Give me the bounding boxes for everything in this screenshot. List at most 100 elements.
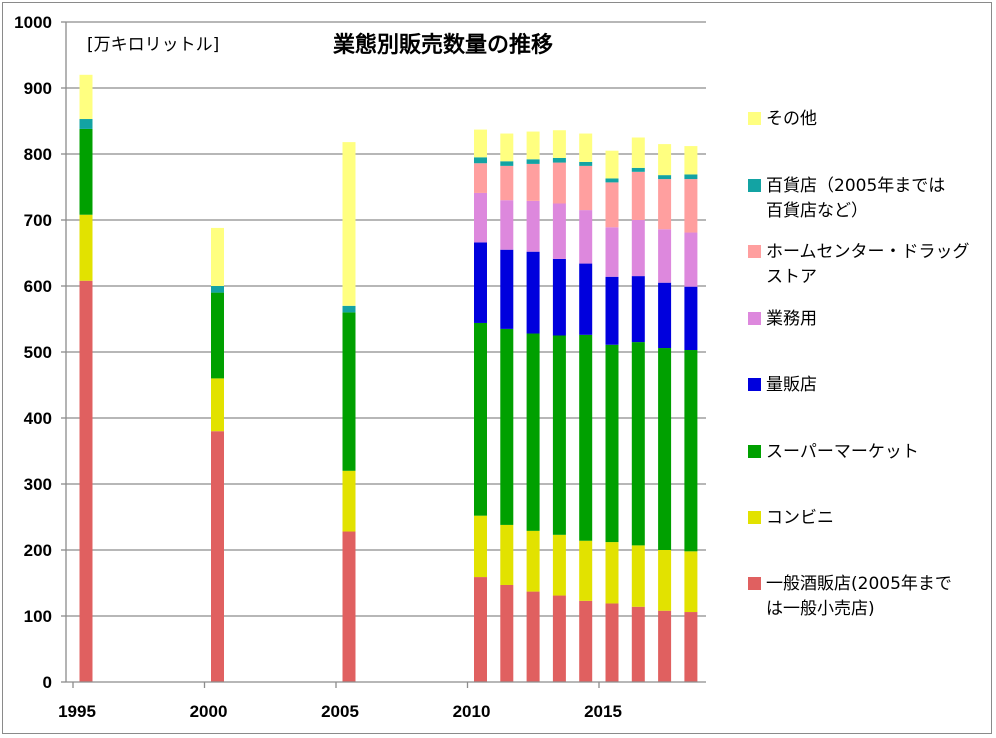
legend-swatch: [748, 577, 761, 590]
bar-segment-2016-0: [631, 606, 645, 682]
bar-segment-2016-1: [631, 545, 645, 607]
legend-swatch: [748, 445, 761, 458]
legend-label: その他: [766, 109, 817, 129]
bar-segment-2013-3: [552, 258, 566, 336]
bar-segment-2016-5: [631, 171, 645, 220]
bar-segment-2013-7: [552, 130, 566, 158]
bar-segment-2012-1: [526, 530, 540, 592]
bars: [79, 74, 698, 682]
bar-segment-2018-2: [684, 350, 698, 552]
bar-segment-2015-4: [605, 227, 619, 277]
bar-segment-2012-3: [526, 251, 540, 334]
bar-segment-2015-0: [605, 603, 619, 682]
x-tick-label: 2000: [190, 702, 228, 721]
unit-label: [万キロリットル]: [87, 35, 219, 55]
y-tick-label: 600: [24, 277, 52, 296]
bar-segment-2017-2: [658, 348, 672, 550]
legend-label: ホームセンター・ドラッグ ストア: [766, 242, 970, 287]
bar-segment-2015-6: [605, 178, 619, 183]
bar-segment-1995-1: [79, 214, 93, 281]
y-tick-label: 400: [24, 409, 52, 428]
bar-segment-2012-4: [526, 200, 540, 252]
bar-segment-2018-1: [684, 551, 698, 613]
y-tick-label: 500: [24, 343, 52, 362]
legend-item: スーパーマーケット: [748, 440, 988, 465]
y-tick-label: 0: [43, 673, 52, 692]
bar-segment-2016-2: [631, 342, 645, 546]
bar-segment-2013-2: [552, 335, 566, 535]
bar-segment-2018-7: [684, 146, 698, 175]
bar-segment-2012-6: [526, 159, 540, 164]
legend-swatch: [748, 245, 761, 258]
bar-segment-2011-6: [500, 161, 514, 166]
axes: [65, 22, 706, 688]
bar-segment-2017-0: [658, 610, 672, 682]
bar-segment-1995-2: [79, 128, 93, 215]
y-tick-label: 1000: [14, 13, 52, 32]
bar-segment-2010-6: [474, 157, 487, 164]
bar-segment-2016-6: [631, 167, 645, 172]
bar-segment-2017-1: [658, 550, 672, 611]
x-tick-label: 2005: [321, 702, 359, 721]
bar-segment-2011-4: [500, 200, 514, 250]
legend-item: 業務用: [748, 307, 988, 332]
bar-segment-2018-3: [684, 286, 698, 351]
bar-segment-2017-5: [658, 179, 672, 230]
bar-segment-2014-4: [579, 210, 593, 264]
bar-segment-2015-7: [605, 150, 619, 179]
bar-segment-2012-5: [526, 163, 540, 201]
bar-segment-2014-0: [579, 600, 593, 682]
legend-item: 百貨店（2005年までは 百貨店など）: [748, 174, 988, 224]
bar-segment-2000-0: [211, 431, 224, 682]
x-tick-label: 2015: [584, 702, 622, 721]
y-tick-labels: 0 100 200 300 400 500 600 700 800 900 1000: [14, 13, 52, 692]
bar-segment-2005-6: [342, 305, 356, 313]
bar-segment-2012-7: [526, 131, 540, 160]
bar-segment-2000-6: [211, 286, 224, 293]
bar-segment-2013-1: [552, 534, 566, 596]
bar-segment-2012-2: [526, 333, 540, 531]
legend-swatch: [748, 378, 761, 391]
bar-segment-2010-1: [474, 515, 487, 578]
legend-swatch: [748, 511, 761, 524]
bar-segment-2017-7: [658, 144, 672, 176]
bar-segment-2000-1: [211, 378, 224, 432]
bar-segment-2010-5: [474, 163, 487, 193]
bar-segment-2013-0: [552, 595, 566, 682]
bar-segment-2010-3: [474, 242, 487, 323]
bar-segment-1995-0: [79, 280, 93, 682]
bar-segment-2010-4: [474, 192, 487, 243]
y-tick-label: 700: [24, 211, 52, 230]
bar-segment-2013-5: [552, 162, 566, 204]
bar-segment-2010-7: [474, 129, 487, 158]
bar-segment-2016-7: [631, 137, 645, 168]
bar-segment-2018-4: [684, 232, 698, 287]
bar-segment-2005-7: [342, 142, 356, 306]
bar-segment-2014-7: [579, 133, 593, 162]
legend-item: コンビニ: [748, 506, 988, 531]
bar-segment-2010-0: [474, 577, 487, 682]
bar-segment-2010-2: [474, 322, 487, 516]
bar-segment-2018-5: [684, 179, 698, 233]
legend-label: 一般酒販店(2005年まで は一般小売店): [766, 574, 952, 619]
bar-segment-2017-4: [658, 229, 672, 283]
bar-segment-2015-3: [605, 276, 619, 345]
bar-segment-2015-5: [605, 182, 619, 228]
bar-segment-2011-3: [500, 249, 514, 329]
bar-segment-2016-3: [631, 276, 645, 343]
bar-segment-2005-1: [342, 470, 356, 532]
bar-segment-2012-0: [526, 591, 540, 682]
y-tick-label: 900: [24, 79, 52, 98]
x-tick-label: 2010: [453, 702, 491, 721]
bar-segment-2005-2: [342, 312, 356, 471]
bar-segment-2013-6: [552, 157, 566, 163]
bar-segment-2014-5: [579, 165, 593, 211]
chart-title: 業態別販売数量の推移: [333, 32, 553, 58]
legend-item: 一般酒販店(2005年まで は一般小売店): [748, 572, 988, 622]
bar-segment-1995-7: [79, 74, 93, 120]
bar-segment-2015-1: [605, 542, 619, 604]
bar-segment-2017-6: [658, 175, 672, 180]
bar-segment-2014-1: [579, 540, 593, 601]
